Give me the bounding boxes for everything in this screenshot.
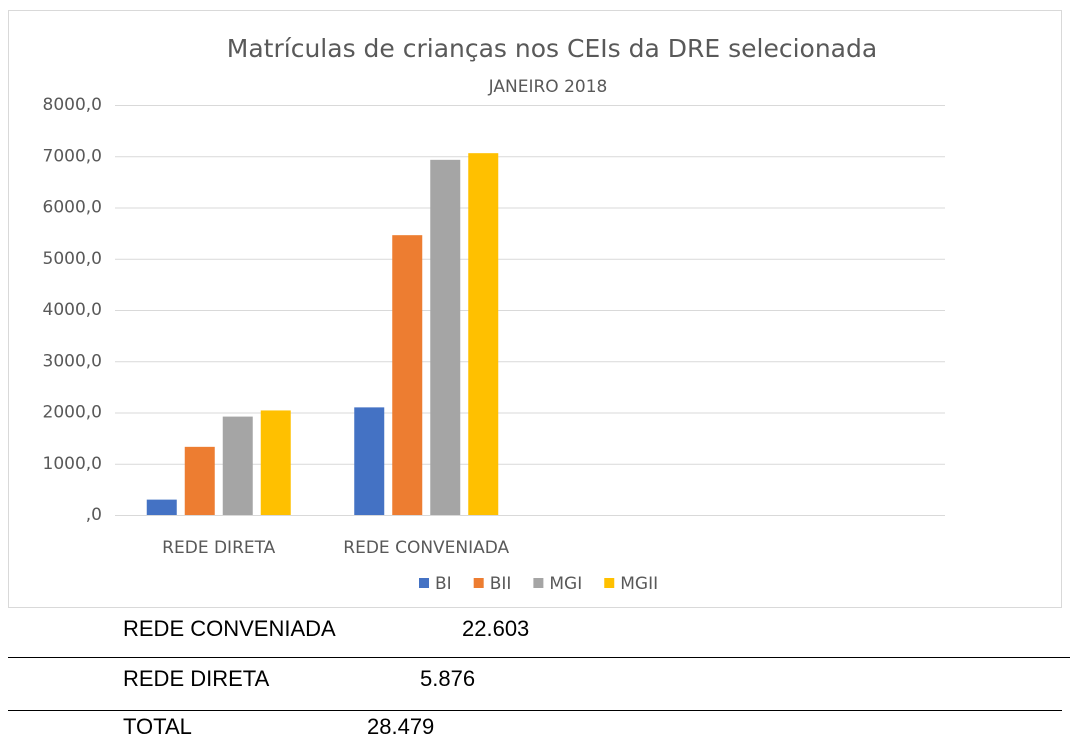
table-label: REDE CONVENIADA [123,616,336,641]
table-label: REDE DIRETA [123,666,270,691]
bar [354,407,385,515]
bar [468,153,499,516]
bar [146,499,177,515]
legend-swatch [604,578,615,588]
bar [392,235,423,516]
y-tick-label: 6000,0 [43,198,102,218]
bar [260,410,291,515]
legend-label: MGII [620,574,658,594]
x-tick-label: REDE DIRETA [162,538,276,558]
legend-swatch [419,578,429,588]
bar [222,416,253,515]
legend-label: BII [490,574,512,594]
bar [430,159,461,515]
table-value: 5.876 [420,666,475,691]
y-tick-label: 7000,0 [43,146,102,166]
bar [184,446,215,515]
y-tick-label: 1000,0 [43,454,102,474]
legend-label: MGI [549,574,582,594]
y-tick-label: 2000,0 [43,403,102,423]
y-tick-label: 3000,0 [43,351,102,371]
table-value: 22.603 [462,616,529,641]
legend-swatch [533,578,544,588]
x-tick-label: REDE CONVENIADA [343,538,509,558]
y-tick-label: 8000,0 [43,95,102,115]
legend-swatch [473,578,484,588]
chart-title: Matrículas de crianças nos CEIs da DRE s… [227,34,877,63]
table-value: 28.479 [367,714,434,739]
y-tick-label: 5000,0 [43,249,102,269]
legend-label: BI [435,574,452,594]
y-tick-label: ,0 [86,505,102,525]
table-label: TOTAL [123,714,192,739]
chart-subtitle: JANEIRO 2018 [488,77,608,97]
y-tick-label: 4000,0 [43,300,102,320]
chart-frame [8,10,1062,608]
